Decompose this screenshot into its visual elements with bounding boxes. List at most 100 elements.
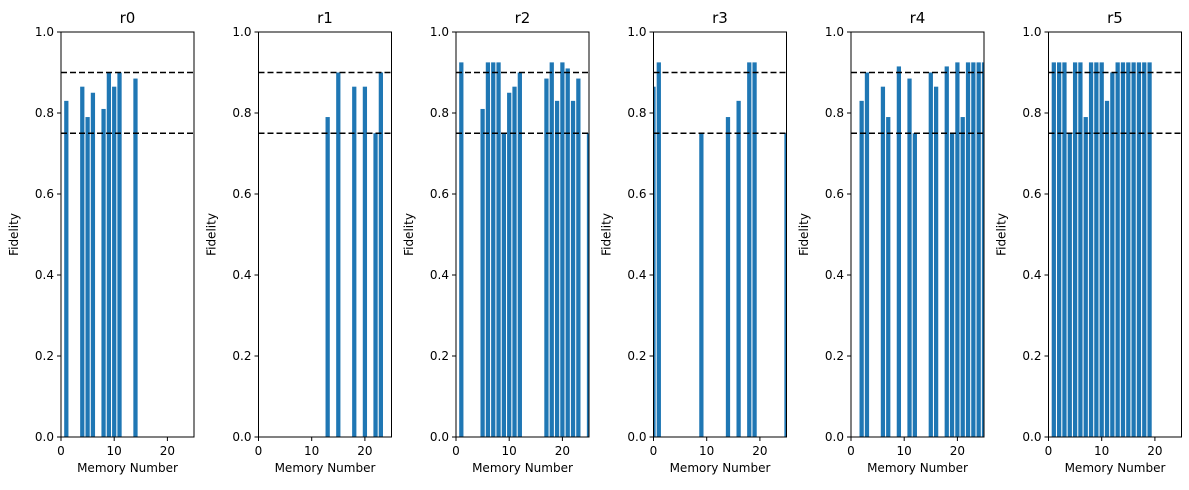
bar xyxy=(949,133,955,437)
bar xyxy=(1104,100,1110,437)
x-tick-label: 20 xyxy=(160,444,175,458)
x-tick-label: 10 xyxy=(107,444,122,458)
x-tick-label: 10 xyxy=(897,444,912,458)
bar xyxy=(1057,62,1062,437)
y-tick-label: 1.0 xyxy=(825,25,844,39)
bar xyxy=(101,108,106,437)
bar xyxy=(1136,62,1142,437)
y-tick-label: 0.6 xyxy=(825,187,844,201)
bar xyxy=(80,86,85,437)
y-tick-label: 0.2 xyxy=(430,349,449,363)
bar xyxy=(1094,62,1099,437)
chart-title: r5 xyxy=(1107,9,1123,27)
bars xyxy=(859,62,984,437)
bar xyxy=(485,62,491,437)
bar xyxy=(886,117,891,437)
bar xyxy=(933,86,939,437)
y-tick-label: 1.0 xyxy=(35,25,54,39)
subplot-r0: 0.0 0.2 0.4 0.6 0.8 1.0 0 10 20 r0 Memory Number Fi… xyxy=(7,9,195,475)
bar xyxy=(896,66,902,437)
y-tick-label: 0.0 xyxy=(627,430,646,444)
bar xyxy=(507,92,512,437)
x-tick-label: 20 xyxy=(950,444,965,458)
y-tick-label: 0.0 xyxy=(35,430,54,444)
subplot-r1: 0.0 0.2 0.4 0.6 0.8 1.0 0 10 20 r1 Memory Number Fi… xyxy=(205,9,392,475)
y-tick-label: 0.2 xyxy=(35,349,54,363)
y-tick-label: 0.8 xyxy=(825,106,844,120)
y-axis-label: Fidelity xyxy=(600,213,614,256)
bar xyxy=(1147,62,1152,437)
y-tick-label: 0.0 xyxy=(232,430,251,444)
y-tick-label: 1.0 xyxy=(232,25,251,39)
bar xyxy=(90,92,96,437)
x-axis-label: Memory Number xyxy=(275,461,376,475)
bar xyxy=(747,62,752,437)
bar xyxy=(1078,62,1083,437)
y-tick-label: 0.2 xyxy=(232,349,251,363)
bar xyxy=(1142,62,1147,437)
bar xyxy=(1083,117,1088,437)
bar xyxy=(656,62,661,437)
bar xyxy=(64,100,69,437)
bar xyxy=(960,117,965,437)
bar xyxy=(1051,62,1056,437)
y-tick-label: 0.8 xyxy=(35,106,54,120)
y-tick-label: 0.6 xyxy=(1022,187,1041,201)
y-tick-label: 0.8 xyxy=(232,106,251,120)
y-tick-label: 0.4 xyxy=(825,268,844,282)
y-tick-label: 0.2 xyxy=(1022,349,1041,363)
chart-title: r4 xyxy=(910,9,926,27)
x-tick-label: 0 xyxy=(255,444,263,458)
x-tick-label: 10 xyxy=(1094,444,1109,458)
axes-frame xyxy=(455,31,590,438)
bar xyxy=(1088,62,1094,437)
bar xyxy=(496,62,501,437)
bar xyxy=(1072,62,1078,437)
x-tick-label: 10 xyxy=(502,444,517,458)
bar xyxy=(459,62,464,437)
x-axis-label: Memory Number xyxy=(867,461,968,475)
bar xyxy=(981,62,984,437)
y-tick-label: 0.4 xyxy=(627,268,646,282)
y-tick-label: 0.8 xyxy=(430,106,449,120)
bar xyxy=(1120,62,1126,437)
y-tick-label: 0.6 xyxy=(35,187,54,201)
bar xyxy=(736,100,741,437)
bar xyxy=(480,108,485,437)
bar xyxy=(517,72,522,437)
bar xyxy=(336,72,341,437)
x-tick-label: 0 xyxy=(650,444,658,458)
bar xyxy=(1067,133,1072,437)
y-tick-label: 0.4 xyxy=(35,268,54,282)
chart-title: r0 xyxy=(120,9,136,27)
x-axis-label: Memory Number xyxy=(472,461,573,475)
y-tick-label: 0.6 xyxy=(232,187,251,201)
x-tick-label: 20 xyxy=(752,444,767,458)
y-axis-label: Fidelity xyxy=(205,213,219,256)
bar xyxy=(362,86,368,437)
bar xyxy=(752,62,757,437)
x-axis-label: Memory Number xyxy=(1065,461,1166,475)
bar xyxy=(955,62,960,437)
x-tick-label: 20 xyxy=(357,444,372,458)
bar xyxy=(491,62,496,437)
bars xyxy=(325,72,383,437)
y-axis-label: Fidelity xyxy=(7,213,21,256)
axes-frame xyxy=(1048,31,1182,438)
y-tick-label: 0.6 xyxy=(430,187,449,201)
x-tick-label: 10 xyxy=(699,444,714,458)
bar xyxy=(971,62,976,437)
bar xyxy=(106,72,112,437)
x-tick-label: 20 xyxy=(555,444,570,458)
y-tick-label: 1.0 xyxy=(627,25,646,39)
x-tick-label: 0 xyxy=(1045,444,1053,458)
bar xyxy=(859,100,864,437)
bar xyxy=(133,78,138,437)
axes-frame xyxy=(258,31,392,438)
y-axis-label: Fidelity xyxy=(995,213,1009,256)
y-tick-label: 0.4 xyxy=(430,268,449,282)
subplot-r5: 0.0 0.2 0.4 0.6 0.8 1.0 0 10 20 r5 Memory Number Fi… xyxy=(995,9,1182,475)
x-tick-label: 0 xyxy=(847,444,855,458)
bar xyxy=(907,78,912,437)
x-axis-label: Memory Number xyxy=(670,461,771,475)
